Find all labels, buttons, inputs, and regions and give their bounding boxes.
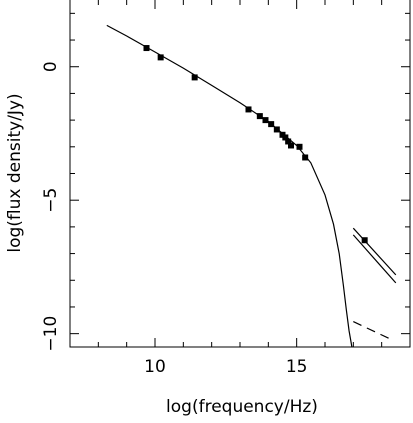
plot-frame	[69, 0, 411, 348]
series-line-x-ray-bowtie-upper	[352, 227, 397, 276]
y-tick-label: −10	[41, 316, 61, 352]
data-point	[288, 142, 294, 149]
x-tick-label: 10	[144, 357, 166, 377]
data-point	[256, 113, 263, 120]
data-point	[285, 138, 292, 145]
data-point	[296, 143, 303, 150]
y-tick-label: 0	[41, 61, 61, 72]
chart-marks	[106, 24, 397, 347]
data-point	[268, 121, 275, 128]
data-point	[143, 45, 150, 52]
axis-ticks: 10 15 0 −5 −10	[41, 0, 411, 377]
x-tick-label: 15	[286, 357, 308, 377]
y-tick-label: −5	[41, 188, 61, 213]
data-point	[157, 54, 164, 61]
series-line-model-curve	[106, 24, 353, 347]
data-point	[282, 134, 289, 141]
y-axis-label: log(flux density/Jy)	[5, 93, 25, 252]
series-line-x-ray-bowtie-lower	[352, 234, 397, 284]
data-point	[262, 117, 269, 124]
x-axis-label: log(frequency/Hz)	[166, 397, 318, 417]
data-point	[302, 154, 309, 161]
series-line-extrapolation	[353, 321, 394, 341]
data-point	[245, 106, 252, 113]
data-point	[273, 126, 280, 133]
data-point	[191, 74, 198, 81]
plot-area-border	[69, 0, 411, 348]
